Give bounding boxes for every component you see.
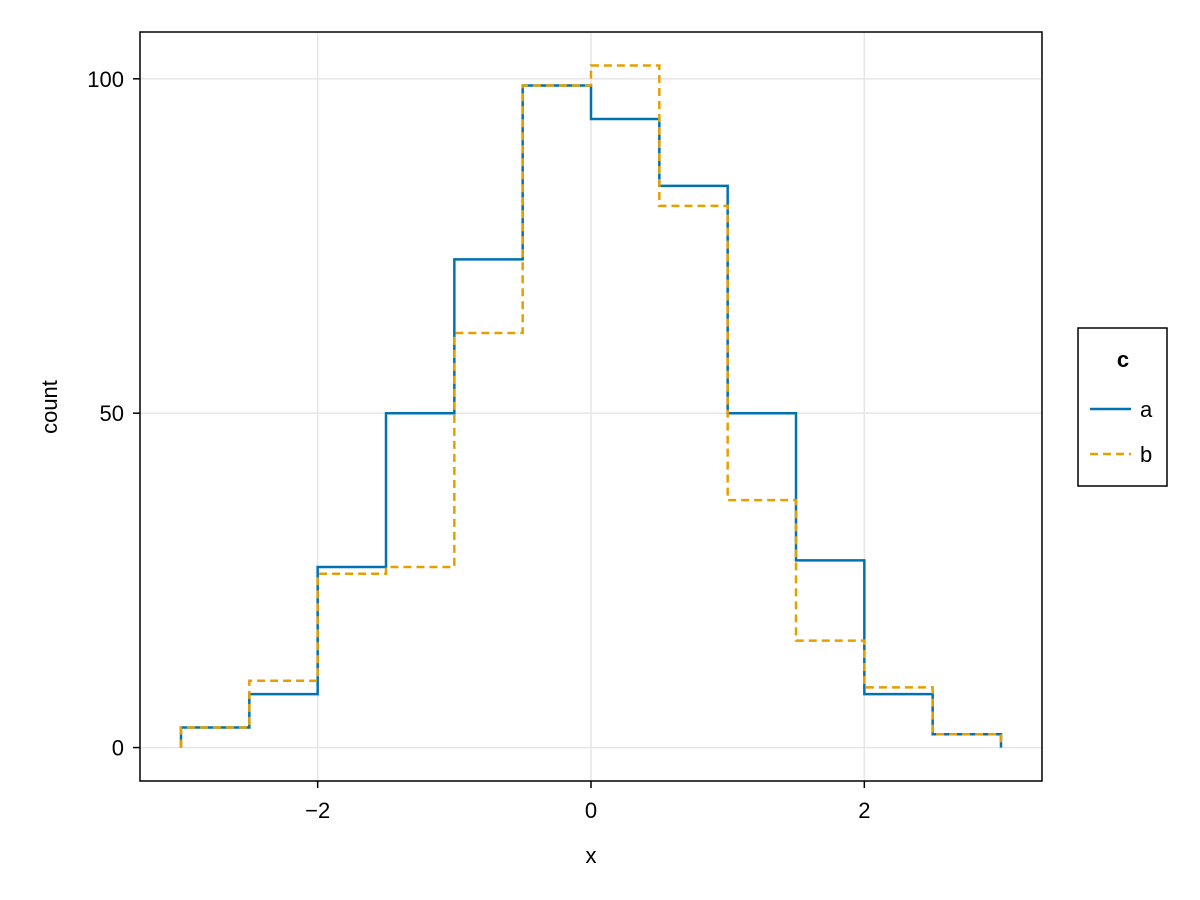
series-b-line (179, 64, 1003, 748)
x-tick-label: 2 (858, 798, 870, 823)
x-axis-label: x (586, 843, 597, 868)
legend-items: ab (1090, 397, 1153, 467)
legend-box (1077, 327, 1168, 487)
legend-title: c (1117, 347, 1129, 372)
legend-label-b: b (1140, 442, 1152, 467)
tick-layer: −2 0 2 0 50 100 (87, 67, 870, 823)
y-tick-label: 0 (112, 736, 124, 761)
y-tick-label: 50 (100, 401, 124, 426)
y-tick-label: 100 (87, 67, 124, 92)
x-tick-label: −2 (305, 798, 330, 823)
legend-label-a: a (1140, 397, 1153, 422)
x-tick-label: 0 (585, 798, 597, 823)
grid-layer (140, 32, 1042, 781)
series-layer (179, 64, 1003, 748)
legend: c ab (1077, 327, 1168, 487)
y-axis-label: count (37, 380, 62, 434)
